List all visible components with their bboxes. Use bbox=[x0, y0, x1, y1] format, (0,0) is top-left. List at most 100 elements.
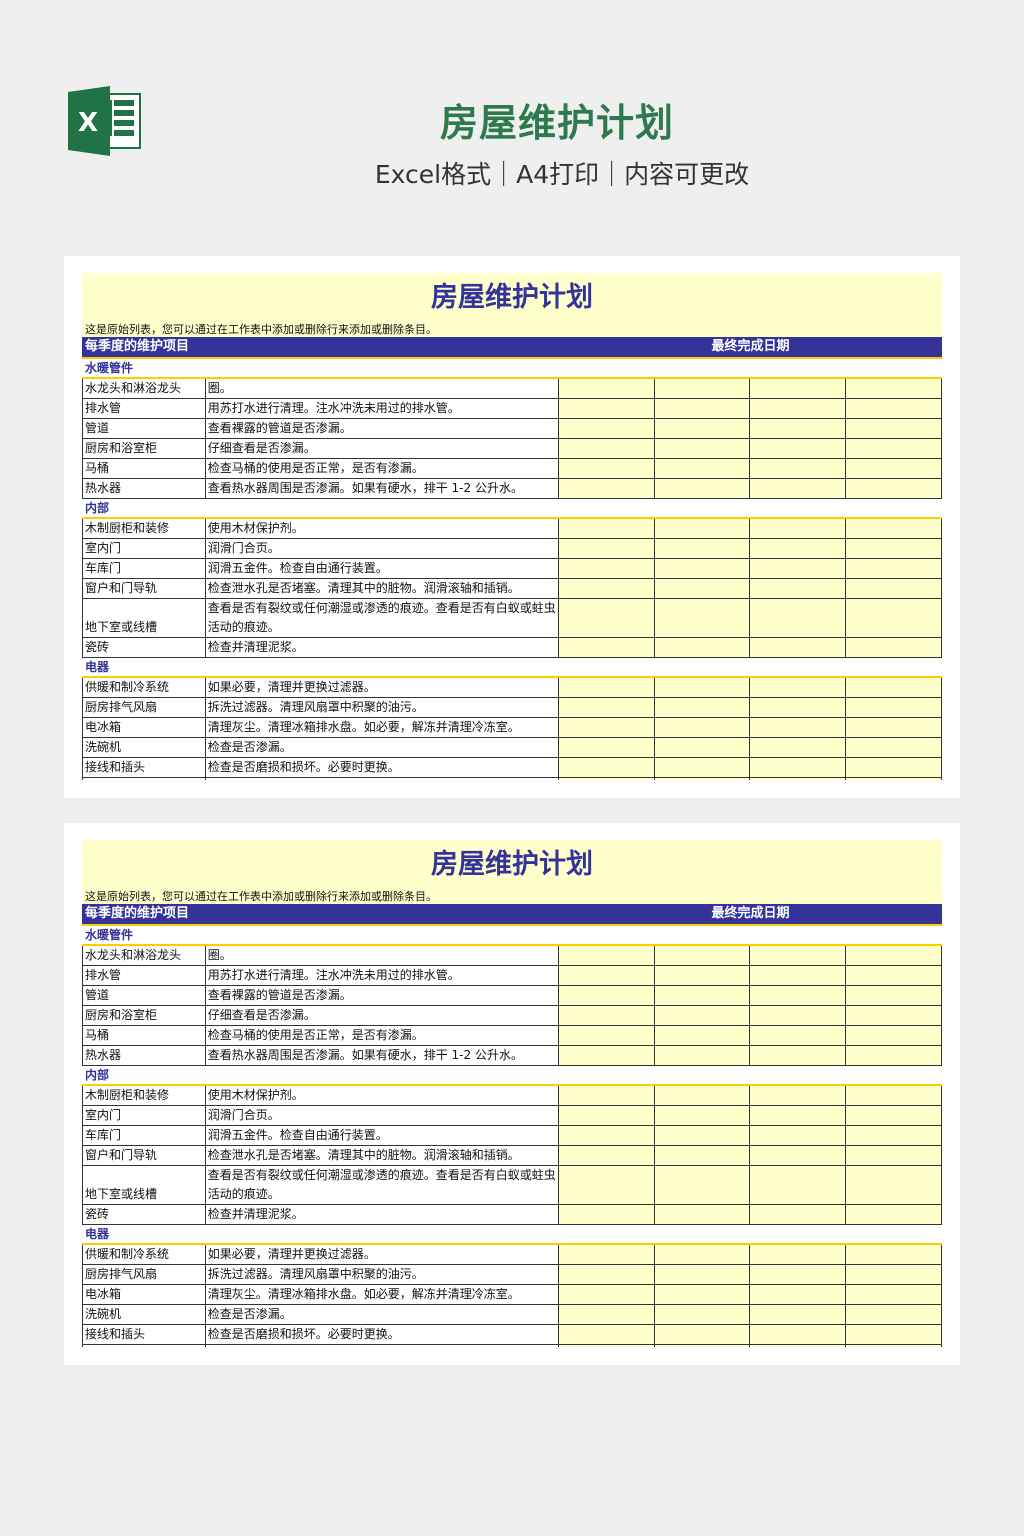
date-cell[interactable] bbox=[846, 399, 942, 418]
description-cell[interactable]: 检查马桶的使用是否正常，是否有渗漏。 bbox=[206, 459, 559, 478]
description-cell[interactable]: 检查泄水孔是否堵塞。清理其中的脏物。润滑滚轴和插销。 bbox=[206, 1146, 559, 1165]
date-cell[interactable] bbox=[558, 758, 655, 777]
date-cell[interactable] bbox=[750, 738, 847, 757]
date-cell[interactable] bbox=[558, 439, 655, 458]
date-cell[interactable] bbox=[750, 1126, 847, 1145]
date-cell[interactable] bbox=[750, 459, 847, 478]
date-cell[interactable] bbox=[750, 539, 847, 558]
description-cell[interactable]: 圈。 bbox=[206, 379, 559, 398]
date-cell[interactable] bbox=[654, 559, 751, 578]
date-cell[interactable] bbox=[750, 1086, 847, 1105]
item-cell[interactable]: 厨房排气风扇 bbox=[83, 698, 206, 717]
date-cell[interactable] bbox=[558, 1265, 655, 1284]
date-cell[interactable] bbox=[846, 439, 942, 458]
item-cell[interactable]: 室内门 bbox=[83, 1106, 206, 1125]
date-cell[interactable] bbox=[654, 758, 751, 777]
date-cell[interactable] bbox=[750, 1026, 847, 1045]
date-cell[interactable] bbox=[846, 966, 942, 985]
date-cell[interactable] bbox=[846, 519, 942, 538]
date-cell[interactable] bbox=[750, 638, 847, 657]
date-cell[interactable] bbox=[558, 519, 655, 538]
date-cell[interactable] bbox=[654, 778, 751, 780]
item-cell[interactable]: 热水器 bbox=[83, 479, 206, 498]
item-cell[interactable]: 洗碗机 bbox=[83, 738, 206, 757]
date-cell[interactable] bbox=[558, 946, 655, 965]
date-cell[interactable] bbox=[750, 1006, 847, 1025]
description-cell[interactable]: 圈。 bbox=[206, 946, 559, 965]
item-cell[interactable]: 管道 bbox=[83, 986, 206, 1005]
date-cell[interactable] bbox=[654, 459, 751, 478]
date-cell[interactable] bbox=[558, 559, 655, 578]
date-cell[interactable] bbox=[750, 1325, 847, 1344]
description-cell[interactable]: 润滑门合页。 bbox=[206, 1106, 559, 1125]
date-cell[interactable] bbox=[750, 778, 847, 780]
date-cell[interactable] bbox=[654, 1205, 751, 1224]
item-cell[interactable] bbox=[83, 1345, 206, 1347]
description-cell[interactable] bbox=[206, 1345, 559, 1347]
date-cell[interactable] bbox=[846, 1345, 942, 1347]
date-cell[interactable] bbox=[846, 1126, 942, 1145]
item-cell[interactable]: 接线和插头 bbox=[83, 1325, 206, 1344]
date-cell[interactable] bbox=[654, 738, 751, 757]
item-cell[interactable]: 供暖和制冷系统 bbox=[83, 1245, 206, 1264]
date-cell[interactable] bbox=[846, 1245, 942, 1264]
date-cell[interactable] bbox=[654, 1006, 751, 1025]
date-cell[interactable] bbox=[558, 399, 655, 418]
item-cell[interactable]: 车库门 bbox=[83, 1126, 206, 1145]
date-cell[interactable] bbox=[654, 946, 751, 965]
description-cell[interactable]: 润滑门合页。 bbox=[206, 539, 559, 558]
description-cell[interactable]: 用苏打水进行清理。注水冲洗未用过的排水管。 bbox=[206, 399, 559, 418]
date-cell[interactable] bbox=[558, 1345, 655, 1347]
date-cell[interactable] bbox=[846, 539, 942, 558]
date-cell[interactable] bbox=[846, 459, 942, 478]
date-cell[interactable] bbox=[558, 718, 655, 737]
date-cell[interactable] bbox=[750, 1285, 847, 1304]
date-cell[interactable] bbox=[654, 1305, 751, 1324]
date-cell[interactable] bbox=[846, 778, 942, 780]
date-cell[interactable] bbox=[558, 1126, 655, 1145]
date-cell[interactable] bbox=[654, 1345, 751, 1347]
description-cell[interactable]: 用苏打水进行清理。注水冲洗未用过的排水管。 bbox=[206, 966, 559, 985]
date-cell[interactable] bbox=[558, 1166, 655, 1204]
date-cell[interactable] bbox=[750, 1245, 847, 1264]
date-cell[interactable] bbox=[558, 599, 655, 637]
date-cell[interactable] bbox=[846, 1006, 942, 1025]
date-cell[interactable] bbox=[558, 1205, 655, 1224]
date-cell[interactable] bbox=[750, 479, 847, 498]
date-cell[interactable] bbox=[558, 966, 655, 985]
date-cell[interactable] bbox=[558, 698, 655, 717]
date-cell[interactable] bbox=[846, 698, 942, 717]
date-cell[interactable] bbox=[558, 539, 655, 558]
date-cell[interactable] bbox=[654, 439, 751, 458]
description-cell[interactable]: 如果必要，清理并更换过滤器。 bbox=[206, 678, 559, 697]
date-cell[interactable] bbox=[750, 1146, 847, 1165]
description-cell[interactable]: 使用木材保护剂。 bbox=[206, 1086, 559, 1105]
date-cell[interactable] bbox=[654, 379, 751, 398]
date-cell[interactable] bbox=[558, 986, 655, 1005]
item-cell[interactable]: 电冰箱 bbox=[83, 1285, 206, 1304]
description-cell[interactable] bbox=[206, 778, 559, 780]
item-cell[interactable]: 马桶 bbox=[83, 459, 206, 478]
date-cell[interactable] bbox=[846, 579, 942, 598]
description-cell[interactable]: 查看裸露的管道是否渗漏。 bbox=[206, 419, 559, 438]
date-cell[interactable] bbox=[846, 1046, 942, 1065]
item-cell[interactable] bbox=[83, 778, 206, 780]
description-cell[interactable]: 检查是否磨损和损坏。必要时更换。 bbox=[206, 758, 559, 777]
date-cell[interactable] bbox=[654, 1146, 751, 1165]
date-cell[interactable] bbox=[750, 599, 847, 637]
date-cell[interactable] bbox=[846, 419, 942, 438]
item-cell[interactable]: 瓷砖 bbox=[83, 1205, 206, 1224]
date-cell[interactable] bbox=[750, 419, 847, 438]
date-cell[interactable] bbox=[846, 718, 942, 737]
date-cell[interactable] bbox=[846, 1106, 942, 1125]
item-cell[interactable]: 电冰箱 bbox=[83, 718, 206, 737]
item-cell[interactable]: 管道 bbox=[83, 419, 206, 438]
item-cell[interactable]: 地下室或线槽 bbox=[83, 599, 206, 637]
item-cell[interactable]: 水龙头和淋浴龙头 bbox=[83, 379, 206, 398]
date-cell[interactable] bbox=[654, 1106, 751, 1125]
date-cell[interactable] bbox=[846, 758, 942, 777]
date-cell[interactable] bbox=[846, 1026, 942, 1045]
date-cell[interactable] bbox=[654, 399, 751, 418]
date-cell[interactable] bbox=[846, 678, 942, 697]
date-cell[interactable] bbox=[846, 1205, 942, 1224]
